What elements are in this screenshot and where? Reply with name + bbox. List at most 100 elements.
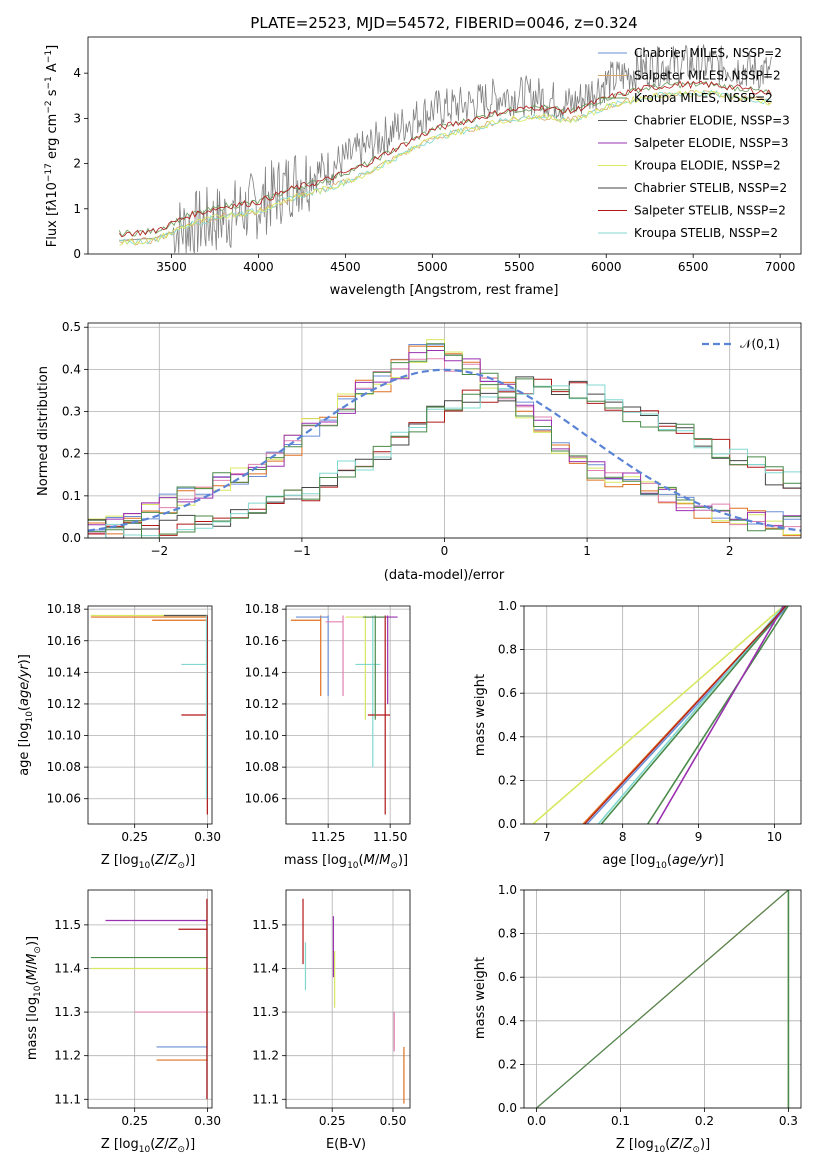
plot-frame bbox=[285, 889, 411, 1109]
x-tick-label: 11.25 bbox=[311, 830, 345, 844]
y-tick-label: 11.4 bbox=[252, 961, 279, 975]
plot-frame bbox=[285, 605, 411, 825]
y-tick-label: 11.1 bbox=[252, 1092, 279, 1106]
y-tick-label: 0.4 bbox=[498, 730, 517, 744]
residuals-xlabel: (data-model)/error bbox=[384, 568, 505, 583]
x-tick-label: 0.30 bbox=[194, 1114, 221, 1128]
model-spectrum-line bbox=[118, 81, 772, 238]
y-tick-label: 10.14 bbox=[47, 665, 81, 679]
x-tick-label: 0.25 bbox=[121, 830, 148, 844]
y-tick-label: 10.12 bbox=[47, 697, 81, 711]
cum-mass-vs-age-xlabel: age [log10(age/yr)] bbox=[602, 853, 724, 871]
y-tick-label: 11.5 bbox=[54, 918, 81, 932]
legend-label: 𝒩(0,1) bbox=[740, 337, 780, 351]
residual-histogram-a bbox=[88, 343, 801, 532]
y-tick-label: 0.1 bbox=[62, 489, 81, 503]
spectrum-xlabel: wavelength [Angstrom, rest frame] bbox=[330, 283, 559, 298]
x-tick-label: 0.3 bbox=[779, 1114, 798, 1128]
x-tick-label: 6000 bbox=[591, 260, 622, 274]
cum-mass-vs-age-panel: age [log10(age/yr)] mass weight 7 8 9 10 0.0… bbox=[473, 599, 802, 871]
y-tick-label: 0 bbox=[73, 247, 81, 261]
grid-lines bbox=[286, 890, 410, 1108]
y-tick-label: 10.18 bbox=[245, 602, 279, 616]
legend-label: Chabrier ELODIE, NSSP=3 bbox=[634, 114, 790, 128]
y-tick-label: 10.08 bbox=[47, 760, 81, 774]
mass-vs-EBV-xlabel: E(B-V) bbox=[326, 1137, 366, 1152]
y-tick-label: 10.06 bbox=[47, 792, 81, 806]
y-tick-label: 10.06 bbox=[245, 792, 279, 806]
cumulative-mass-line bbox=[536, 889, 789, 1109]
residual-histogram-b bbox=[88, 378, 801, 539]
age-vs-mass-panel: mass [log10(M/M⊙)] 11.25 11.50 10.06 10.08 1… bbox=[245, 602, 411, 871]
y-tick-label: 1.0 bbox=[498, 883, 517, 897]
x-tick-label: 3500 bbox=[156, 260, 187, 274]
plot-frame bbox=[87, 605, 213, 825]
observed-spectrum-line bbox=[119, 44, 772, 254]
y-tick-label: 0.5 bbox=[62, 320, 81, 334]
spectrum-panel: wavelength [Angstrom, rest frame] Flux [… bbox=[44, 36, 802, 298]
y-tick-label: 10.10 bbox=[47, 729, 81, 743]
plot-frame bbox=[87, 36, 802, 255]
y-tick-label: 11.2 bbox=[252, 1049, 279, 1063]
cum-mass-vs-Z-ylabel: mass weight bbox=[473, 957, 488, 1039]
y-tick-label: 0.0 bbox=[498, 1101, 517, 1115]
y-tick-label: 11.5 bbox=[252, 918, 279, 932]
x-tick-label: 10 bbox=[767, 830, 782, 844]
x-tick-label: 11.50 bbox=[373, 830, 407, 844]
x-tick-label: 5500 bbox=[504, 260, 535, 274]
normal-curve bbox=[87, 368, 802, 532]
mass-vs-EBV-panel: E(B-V) 0.25 0.50 11.1 11.2 11.3 11.4 11.5 bbox=[252, 889, 411, 1152]
y-tick-label: 2 bbox=[73, 157, 81, 171]
mass-vs-Z-panel: Z [log10(Z/Z⊙)] mass [log10(M/M⊙)] 0.25 0… bbox=[25, 889, 221, 1155]
plot-frame bbox=[523, 889, 802, 1109]
chart-marks bbox=[532, 605, 789, 825]
chart-marks bbox=[87, 339, 802, 539]
model-spectrum-line bbox=[119, 89, 772, 246]
chart-marks bbox=[302, 898, 405, 1104]
y-tick-label: 10.14 bbox=[245, 665, 279, 679]
legend-label: Kroupa STELIB, NSSP=2 bbox=[634, 226, 778, 240]
mass-vs-Z-xlabel: Z [log10(Z/Z⊙)] bbox=[101, 1137, 195, 1155]
x-tick-label: 7 bbox=[543, 830, 551, 844]
y-tick-label: 4 bbox=[73, 66, 81, 80]
x-tick-label: 1 bbox=[583, 544, 591, 558]
cumulative-mass-line bbox=[532, 605, 785, 825]
mass-vs-Z-ylabel: mass [log10(M/M⊙)] bbox=[25, 936, 43, 1060]
residuals-ylabel: Normed distribution bbox=[36, 366, 51, 496]
y-tick-label: 10.10 bbox=[245, 729, 279, 743]
x-tick-label: 0.1 bbox=[611, 1114, 630, 1128]
y-tick-label: 0.8 bbox=[498, 643, 517, 657]
spectrum-ylabel: Flux [fλ10−17 erg cm−2 s−1 A−1] bbox=[44, 45, 60, 247]
chart-marks bbox=[536, 889, 790, 1109]
x-tick-label: 4500 bbox=[330, 260, 361, 274]
y-tick-label: 0.0 bbox=[62, 531, 81, 545]
x-tick-label: 7000 bbox=[765, 260, 796, 274]
x-tick-label: 5000 bbox=[417, 260, 448, 274]
legend-label: Salpeter ELODIE, NSSP=3 bbox=[634, 136, 789, 150]
y-tick-label: 0.8 bbox=[498, 927, 517, 941]
plot-frame bbox=[523, 605, 802, 825]
legend-label: Salpeter MILES, NSSP=2 bbox=[634, 69, 781, 83]
y-tick-label: 0.2 bbox=[498, 1057, 517, 1071]
cum-mass-vs-age-ylabel: mass weight bbox=[473, 674, 488, 756]
cumulative-mass-line bbox=[656, 605, 785, 825]
model-spectrum-line bbox=[118, 80, 772, 238]
y-tick-label: 0.3 bbox=[62, 405, 81, 419]
legend-label: Kroupa MILES, NSSP=2 bbox=[634, 91, 773, 105]
cumulative-mass-line bbox=[600, 605, 787, 825]
chart-marks bbox=[90, 614, 208, 815]
x-tick-label: 8 bbox=[619, 830, 627, 844]
x-tick-label: 9 bbox=[695, 830, 703, 844]
x-tick-label: 0 bbox=[441, 544, 449, 558]
y-tick-label: 0.2 bbox=[498, 773, 517, 787]
grid-lines bbox=[286, 606, 410, 824]
y-tick-label: 10.16 bbox=[47, 634, 81, 648]
legend-label: Kroupa ELODIE, NSSP=2 bbox=[634, 159, 781, 173]
legend-label: Salpeter STELIB, NSSP=2 bbox=[634, 204, 786, 218]
y-tick-label: 11.1 bbox=[54, 1092, 81, 1106]
chart-marks bbox=[90, 898, 208, 1100]
y-tick-label: 10.08 bbox=[245, 760, 279, 774]
y-tick-label: 11.3 bbox=[252, 1005, 279, 1019]
cum-mass-vs-Z-panel: Z [log10(Z/Z⊙)] mass weight 0.0 0.1 0.2 0.3… bbox=[473, 883, 802, 1155]
y-tick-label: 0.2 bbox=[62, 447, 81, 461]
